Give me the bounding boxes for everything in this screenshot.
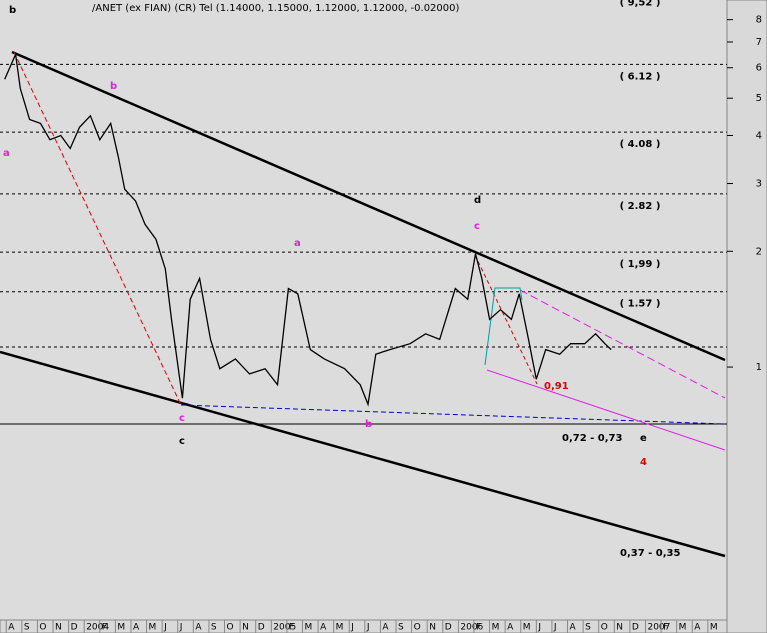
trend-line — [13, 51, 182, 406]
x-tick-label: O — [227, 623, 234, 633]
x-tick-label: O — [414, 623, 421, 633]
x-tick-label: N — [616, 623, 623, 633]
x-tick-label: A — [8, 623, 15, 633]
chart-title: /ANET (ex FIAN) (CR) Tel (1.14000, 1.150… — [92, 3, 460, 14]
trend-line — [180, 404, 726, 425]
x-tick-label: M — [117, 623, 125, 633]
x-tick-label: J — [553, 623, 557, 633]
x-tick-label: J — [537, 623, 541, 633]
annotation: b — [9, 5, 16, 16]
plot-area — [0, 0, 727, 620]
y-tick-label: 7 — [756, 37, 762, 48]
x-tick-label: F — [476, 623, 481, 633]
levels: ( 9,52 ) ( 6.12 ) ( 4.08 ) ( 2.82 ) ( 1,99 )… — [0, 0, 727, 310]
level-label: ( 2.82 ) — [620, 201, 661, 212]
x-tick-label: S — [24, 623, 30, 633]
annotation: e — [640, 433, 647, 444]
x-tick-label: O — [601, 623, 608, 633]
x-tick-label: J — [350, 623, 354, 633]
x-tick-label: J — [179, 623, 183, 633]
x-tick-label: N — [55, 623, 62, 633]
x-axis-panel — [0, 619, 728, 633]
x-tick-label: S — [211, 623, 217, 633]
annotation: 4 — [640, 457, 647, 468]
x-tick-label: D — [71, 623, 78, 633]
pattern-box — [484, 287, 523, 366]
price-line — [4, 52, 612, 407]
annotation: 0,37 - 0,35 — [620, 548, 681, 559]
x-tick-label: M — [492, 623, 500, 633]
x-tick-label: M — [710, 623, 718, 633]
x-tick-label: A — [320, 623, 327, 633]
x-tick-label: J — [366, 623, 370, 633]
annotation: c — [474, 221, 480, 232]
channel-line — [519, 289, 726, 399]
level-label: ( 6.12 ) — [620, 71, 661, 82]
annotation: c — [179, 436, 185, 447]
trend-line — [0, 350, 726, 558]
x-tick-label: O — [39, 623, 46, 633]
x-tick-label: N — [242, 623, 249, 633]
level-label: ( 4.08 ) — [620, 139, 661, 150]
trend-line — [11, 50, 726, 362]
x-tick-label: M — [304, 623, 312, 633]
x-tick-label: S — [398, 623, 404, 633]
level-label: ( 1.57 ) — [620, 299, 661, 310]
annotation: b — [365, 419, 372, 430]
x-tick-label: D — [632, 623, 639, 633]
x-tick-label: D — [258, 623, 265, 633]
level-label: ( 9,52 ) — [620, 0, 661, 9]
x-tick-label: A — [195, 623, 202, 633]
y-tick-label: 8 — [756, 15, 762, 26]
x-tick-label: A — [133, 623, 140, 633]
annotation: 0,91 — [544, 381, 569, 392]
annotation: d — [474, 195, 481, 206]
x-tick-label: M — [679, 623, 687, 633]
y-tick-label: 3 — [756, 179, 762, 190]
annotation: c — [179, 413, 185, 424]
x-tick-label: S — [585, 623, 591, 633]
x-tick-label: A — [694, 623, 701, 633]
y-axis-panel — [726, 0, 767, 633]
x-tick-label: A — [570, 623, 577, 633]
x-tick-label: J — [163, 623, 167, 633]
annotation: b — [110, 81, 117, 92]
x-tick-label: F — [102, 623, 107, 633]
x-tick-label: M — [149, 623, 157, 633]
y-tick-label: 1 — [756, 362, 762, 373]
x-tick-label: 2005 — [273, 623, 296, 633]
annotation: a — [294, 238, 301, 249]
y-tick-label: 6 — [756, 63, 762, 74]
x-tick-label: M — [336, 623, 344, 633]
x-tick-label: A — [507, 623, 514, 633]
series — [4, 52, 612, 407]
x-tick-label: F — [289, 623, 294, 633]
channel-line — [486, 369, 726, 451]
x-tick-label: A — [382, 623, 389, 633]
x-tick-label: N — [429, 623, 436, 633]
x-tick-label: M — [523, 623, 531, 633]
y-tick-label: 4 — [756, 130, 762, 141]
annotation: 0,72 - 0,73 — [562, 433, 623, 444]
level-label: ( 1,99 ) — [620, 259, 661, 270]
x-tick-label: D — [445, 623, 452, 633]
x-tick-label: 2004 — [86, 623, 109, 633]
trend-line — [474, 254, 538, 385]
y-tick-label: 5 — [756, 93, 762, 104]
x-tick-label: 2006 — [460, 623, 483, 633]
annotation: a — [3, 148, 10, 159]
x-tick-label: F — [663, 623, 668, 633]
x-tick-label: 2007 — [647, 623, 670, 633]
y-tick-label: 2 — [756, 246, 762, 257]
